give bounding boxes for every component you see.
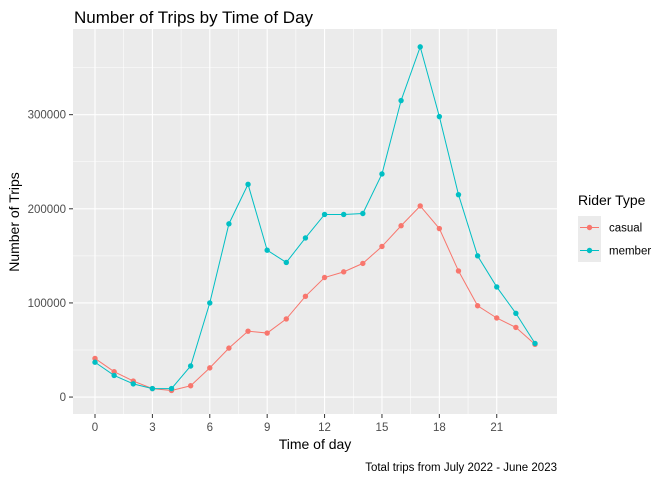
x-tick-label: 0	[92, 422, 98, 434]
data-point-casual	[340, 269, 347, 275]
data-point-casual	[417, 203, 423, 209]
data-point-member	[494, 284, 500, 290]
data-point-casual	[321, 274, 328, 281]
data-point-casual	[111, 368, 117, 375]
data-point-member	[245, 181, 251, 188]
data-point-member	[532, 340, 538, 347]
data-point-member	[111, 372, 117, 379]
legend-label-member: member	[609, 246, 651, 258]
data-point-casual	[226, 345, 232, 351]
data-point-member	[321, 211, 328, 218]
x-tick-label: 6	[207, 422, 213, 434]
data-point-member	[340, 211, 347, 218]
data-point-member	[455, 191, 462, 198]
y-axis-title: Number of Trips	[6, 172, 22, 272]
data-point-casual	[92, 355, 98, 362]
series-layer	[92, 44, 538, 394]
chart-title: Number of Trips by Time of Day	[74, 8, 314, 27]
y-tick-label: 200000	[28, 204, 66, 216]
x-tick-label: 3	[149, 422, 155, 434]
legend-title: Rider Type	[578, 192, 646, 208]
x-tick-label: 18	[433, 422, 446, 434]
legend-label-casual: casual	[609, 223, 642, 235]
y-tick-label: 100000	[28, 298, 66, 310]
data-point-member	[360, 210, 366, 217]
data-point-member	[226, 221, 232, 227]
data-point-member	[264, 247, 270, 253]
data-point-member	[149, 385, 156, 392]
data-point-member	[92, 359, 98, 365]
data-point-casual	[436, 225, 443, 232]
plot-panel	[73, 29, 557, 414]
data-point-casual	[283, 316, 290, 322]
data-point-member	[398, 97, 404, 104]
data-point-member	[130, 381, 136, 387]
data-point-casual	[379, 243, 385, 250]
x-tick-label: 9	[264, 422, 270, 434]
data-point-member	[474, 253, 481, 259]
data-point-member	[379, 171, 385, 177]
data-point-member	[207, 300, 213, 306]
data-point-casual	[494, 315, 500, 321]
data-point-member	[283, 259, 290, 266]
data-point-member	[302, 235, 309, 241]
x-tick-label: 21	[490, 422, 503, 434]
legend-key-point	[586, 247, 593, 254]
minor-gridlines	[73, 29, 557, 414]
data-point-casual	[513, 324, 519, 331]
major-gridlines	[73, 29, 557, 414]
data-point-member	[417, 44, 423, 50]
data-point-casual	[264, 330, 270, 336]
data-point-casual	[398, 223, 404, 229]
chart-caption: Total trips from July 2022 - June 2023	[365, 462, 557, 474]
x-axis: 0 3 6 9 12 15 18 21	[92, 414, 503, 434]
series-line-casual	[94, 205, 536, 391]
series-line-member	[94, 45, 536, 390]
data-point-casual	[360, 260, 366, 267]
data-point-casual	[474, 303, 481, 309]
data-point-casual	[455, 268, 462, 274]
x-tick-label: 12	[318, 422, 331, 434]
y-tick-label: 300000	[28, 110, 66, 122]
data-point-member	[436, 113, 443, 120]
data-point-member	[168, 385, 175, 392]
x-axis-title: Time of day	[279, 436, 352, 452]
legend: Rider Type casual member	[578, 192, 651, 262]
data-point-casual	[302, 293, 309, 300]
data-point-casual	[245, 328, 251, 334]
y-axis: 0 100000 200000 300000	[28, 110, 73, 404]
x-tick-label: 15	[376, 422, 389, 434]
data-point-casual	[187, 383, 194, 389]
legend-key-point	[586, 224, 593, 231]
data-point-casual	[207, 365, 213, 371]
data-point-member	[187, 363, 194, 369]
y-tick-label: 0	[60, 392, 66, 404]
data-point-member	[513, 310, 519, 316]
